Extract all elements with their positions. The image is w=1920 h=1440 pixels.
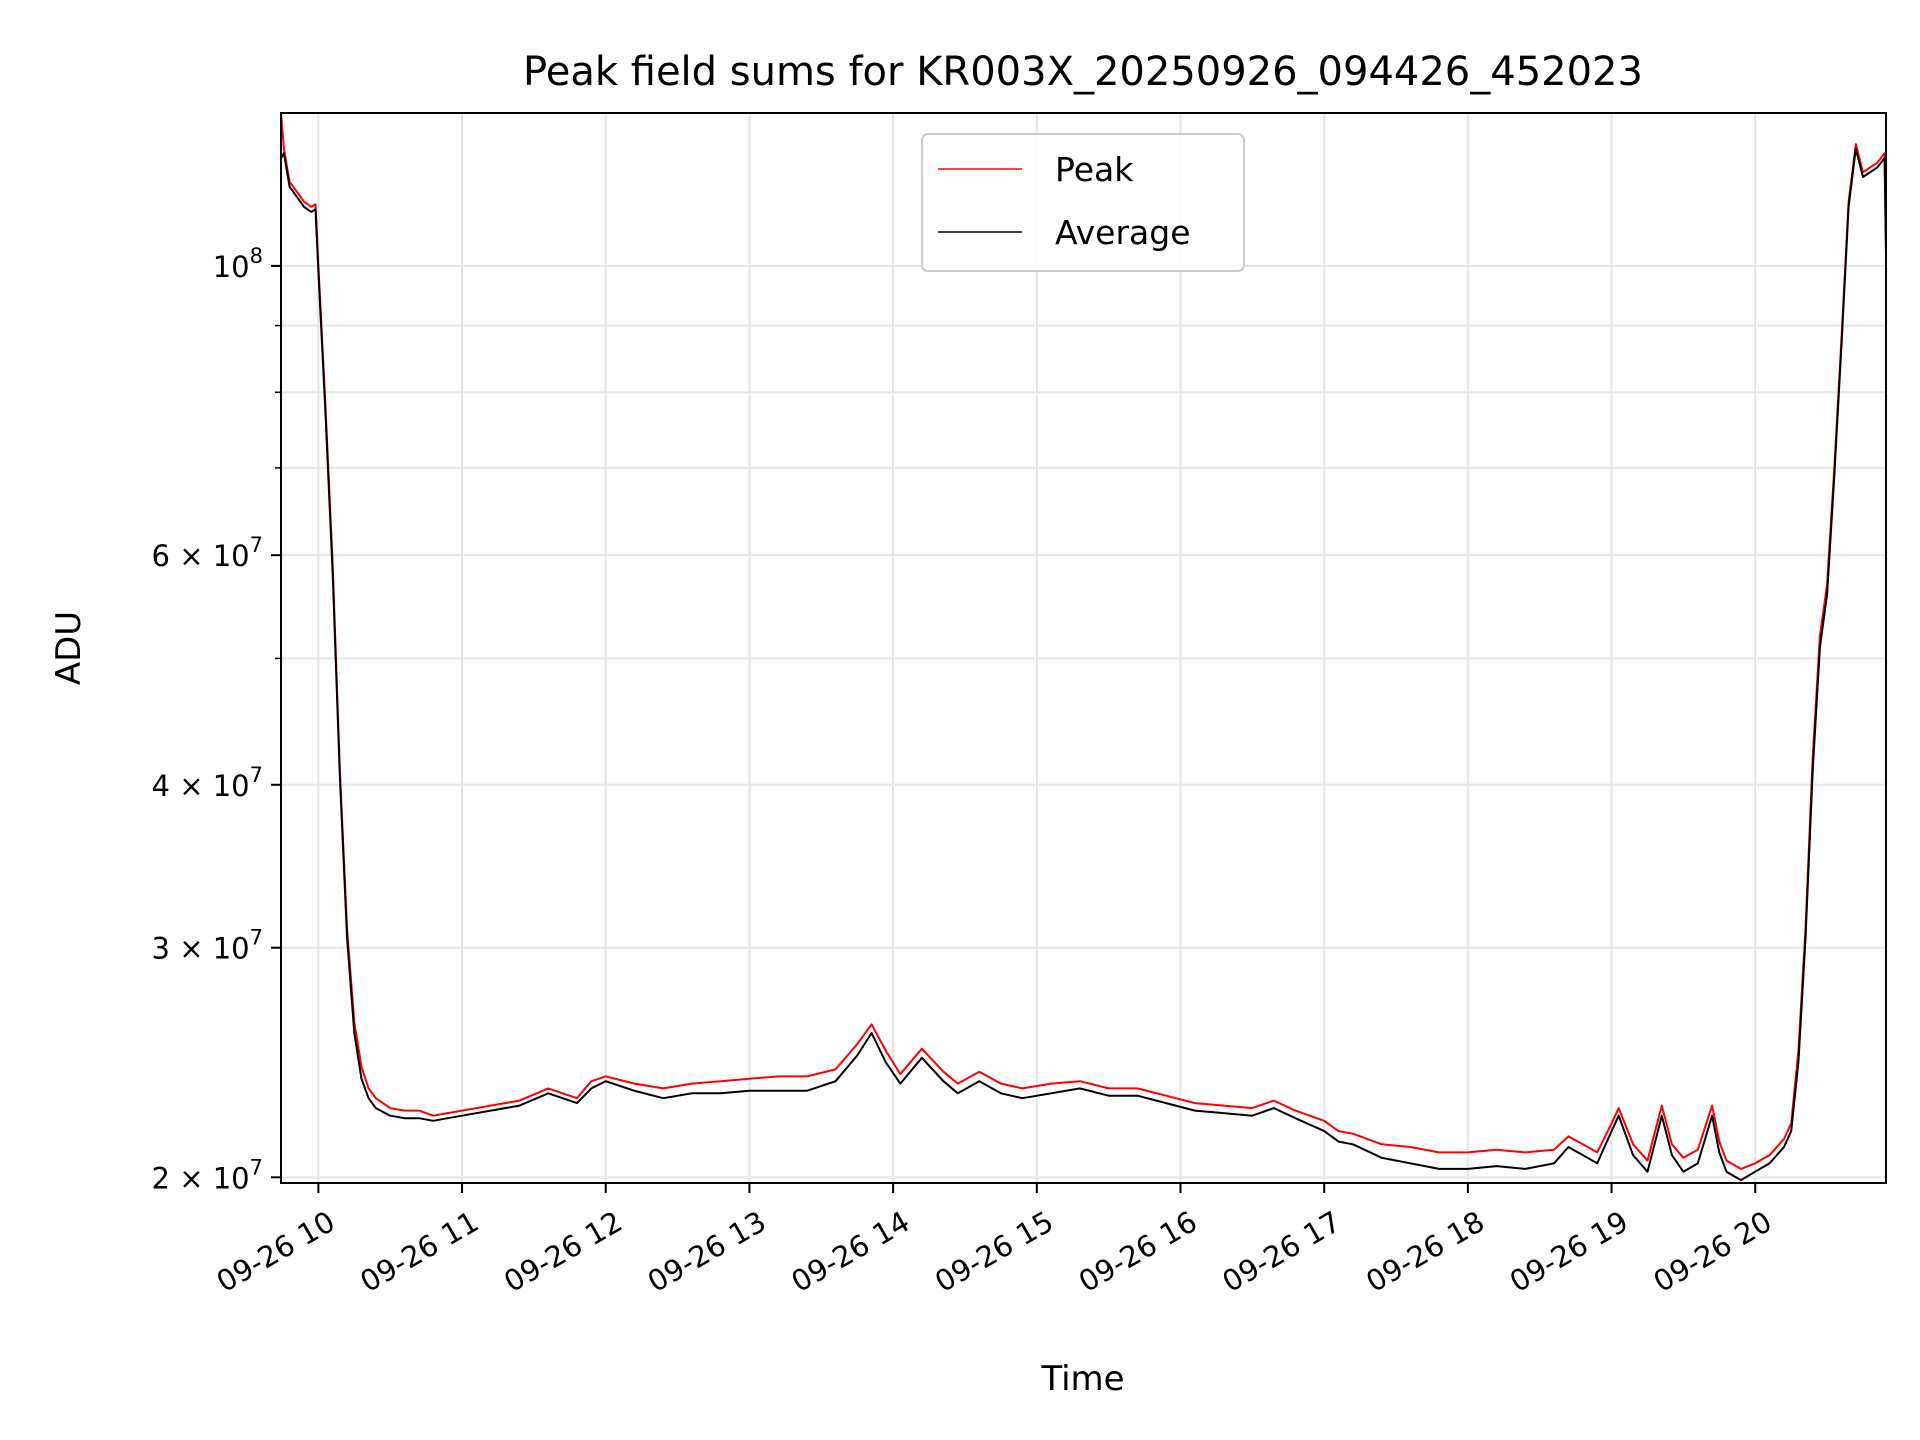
y-tick-base: 4 × 10 <box>152 769 250 803</box>
grid <box>281 113 1886 1183</box>
series-line-peak <box>281 113 1886 1170</box>
series-line-average <box>281 147 1886 1182</box>
y-tick-label: 108 <box>213 244 263 284</box>
y-tick-base: 2 × 10 <box>152 1161 250 1195</box>
legend-label-average: Average <box>1055 213 1191 252</box>
y-tick-label: 6 × 107 <box>152 533 263 573</box>
y-tick-base: 3 × 10 <box>152 932 250 966</box>
y-tick-exponent: 8 <box>250 244 263 268</box>
series-layer <box>281 113 1886 1182</box>
plot-frame <box>280 112 1887 1184</box>
legend-label-peak: Peak <box>1055 150 1134 189</box>
y-tick-exponent: 7 <box>250 1155 263 1179</box>
legend: Peak Average <box>921 133 1245 272</box>
y-tick-exponent: 7 <box>250 926 263 950</box>
y-tick-base: 6 × 10 <box>152 539 250 573</box>
x-axis-label: Time <box>1040 1359 1124 1399</box>
chart-title: Peak field sums for KR003X_20250926_0944… <box>523 49 1643 95</box>
y-tick-label: 3 × 107 <box>152 926 263 966</box>
y-tick-exponent: 7 <box>250 763 263 787</box>
y-tick-label: 4 × 107 <box>152 763 263 803</box>
y-tick-label: 2 × 107 <box>152 1155 263 1195</box>
y-axis-label: ADU <box>49 611 89 685</box>
y-tick-exponent: 7 <box>250 533 263 557</box>
y-tick-base: 10 <box>213 250 250 284</box>
